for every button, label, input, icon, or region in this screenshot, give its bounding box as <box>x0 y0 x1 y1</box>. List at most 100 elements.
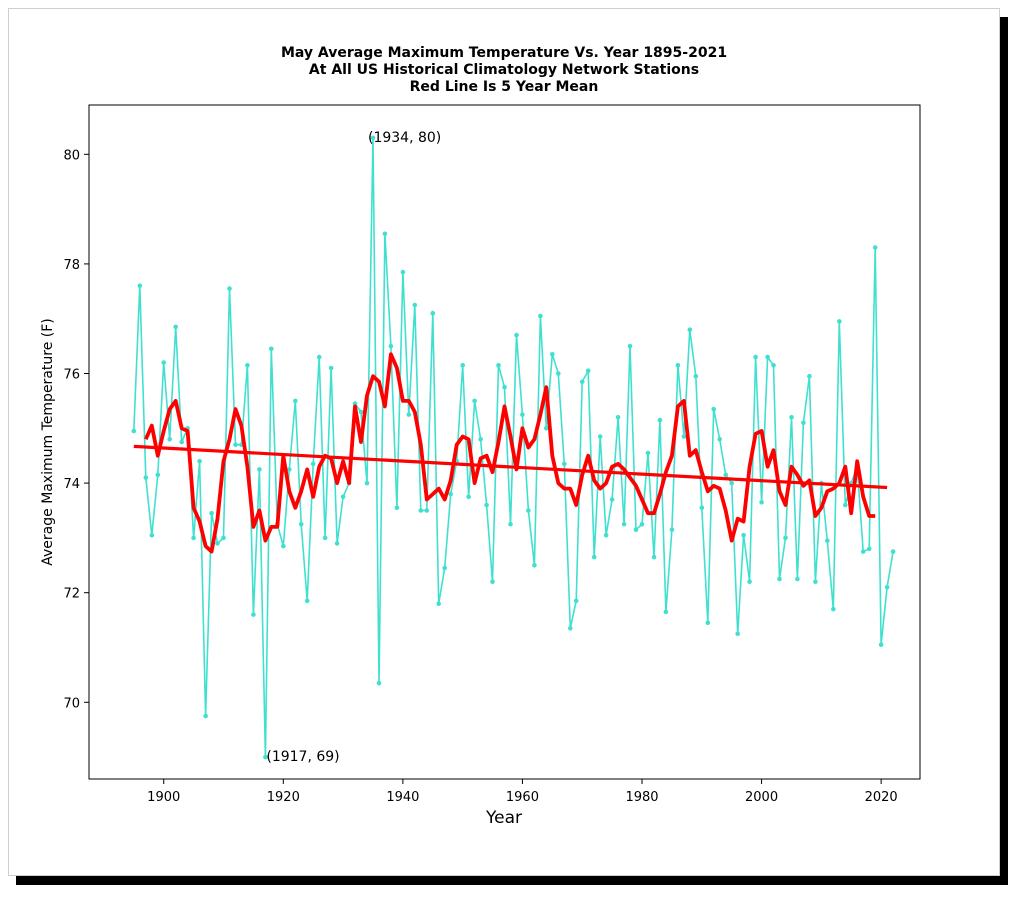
data-point <box>514 332 519 338</box>
data-point <box>544 426 549 431</box>
data-point <box>257 467 262 472</box>
data-point <box>687 327 693 333</box>
x-tick-label: 1920 <box>267 790 300 805</box>
data-point <box>502 384 507 390</box>
data-point <box>215 541 220 546</box>
x-tick-label: 2020 <box>865 790 898 805</box>
data-point <box>221 535 226 541</box>
data-point <box>603 532 609 538</box>
annotations: (1934, 80) (1917, 69) <box>266 130 441 765</box>
data-point <box>843 502 848 508</box>
y-tick-label: 72 <box>63 587 80 602</box>
title-line-3: Red Line Is 5 Year Mean <box>410 79 599 95</box>
data-point <box>137 283 143 289</box>
data-point <box>585 368 591 374</box>
data-point <box>807 373 812 379</box>
data-point <box>831 606 836 612</box>
data-point <box>878 642 884 647</box>
data-point <box>269 346 274 352</box>
data-point <box>597 434 603 439</box>
series-layer <box>131 135 896 760</box>
data-point <box>376 680 382 686</box>
data-point <box>693 373 699 379</box>
data-point <box>717 437 722 442</box>
x-tick-label: 1960 <box>506 790 539 805</box>
data-point <box>675 363 681 368</box>
data-point <box>167 437 172 442</box>
data-point <box>298 521 304 527</box>
data-point <box>161 360 166 365</box>
data-point <box>334 541 340 546</box>
data-point <box>149 532 155 538</box>
data-point <box>795 576 800 582</box>
title-line-1: May Average Maximum Temperature Vs. Year… <box>281 45 727 61</box>
x-axis-ticks: 1900 1920 1940 1960 1980 2000 2020 <box>147 779 898 805</box>
data-point <box>741 532 746 538</box>
data-point <box>884 584 890 590</box>
data-point <box>448 491 454 497</box>
data-point <box>729 480 734 486</box>
data-point <box>287 467 292 472</box>
data-point <box>364 480 370 486</box>
data-point <box>281 543 286 549</box>
data-point <box>322 535 328 541</box>
data-point <box>890 549 896 554</box>
data-point <box>621 521 627 527</box>
data-point <box>639 521 645 527</box>
data-point <box>496 363 501 368</box>
x-tick-label: 1940 <box>386 790 419 805</box>
data-point <box>837 319 842 324</box>
title-line-2: At All US Historical Climatology Network… <box>309 62 699 78</box>
data-point <box>609 497 615 502</box>
data-point <box>472 398 477 404</box>
trend-line <box>133 444 888 490</box>
data-point <box>573 598 579 604</box>
data-point <box>783 535 788 541</box>
y-tick-label: 76 <box>63 368 80 383</box>
data-point <box>370 135 376 141</box>
chart-title: May Average Maximum Temperature Vs. Year… <box>281 45 727 95</box>
x-tick-label: 2000 <box>745 790 778 805</box>
data-point <box>657 417 663 423</box>
data-point <box>532 563 537 568</box>
data-point <box>406 412 412 417</box>
data-point <box>173 324 178 330</box>
data-point <box>484 502 489 508</box>
data-point <box>304 598 310 604</box>
data-point <box>382 231 388 237</box>
data-point <box>759 500 764 505</box>
y-tick-label: 74 <box>63 477 80 492</box>
data-point <box>699 505 705 511</box>
five-year-mean-line <box>144 352 876 554</box>
data-point <box>777 576 782 582</box>
data-point <box>203 713 208 719</box>
x-axis-label: Year <box>485 808 522 828</box>
data-point <box>418 508 424 513</box>
data-point <box>430 310 436 316</box>
data-point <box>562 461 567 467</box>
data-point <box>155 472 161 478</box>
data-point <box>400 269 406 275</box>
data-point <box>538 313 543 319</box>
data-annotation: (1934, 80) <box>368 130 441 146</box>
data-point <box>669 527 675 532</box>
data-point <box>352 401 358 406</box>
data-point <box>801 420 806 426</box>
data-point <box>825 538 830 543</box>
data-point <box>771 363 776 368</box>
data-point <box>508 521 513 527</box>
data-point <box>591 554 597 560</box>
data-point <box>328 365 334 371</box>
data-point <box>412 302 418 308</box>
data-point <box>663 609 669 615</box>
data-point <box>860 549 866 554</box>
data-annotation: (1917, 69) <box>266 749 339 765</box>
data-point <box>209 510 214 516</box>
data-point <box>293 398 298 404</box>
data-point <box>436 601 442 606</box>
data-point <box>813 579 818 584</box>
x-tick-label: 1980 <box>625 790 658 805</box>
data-point <box>526 508 531 513</box>
data-point <box>245 363 250 368</box>
